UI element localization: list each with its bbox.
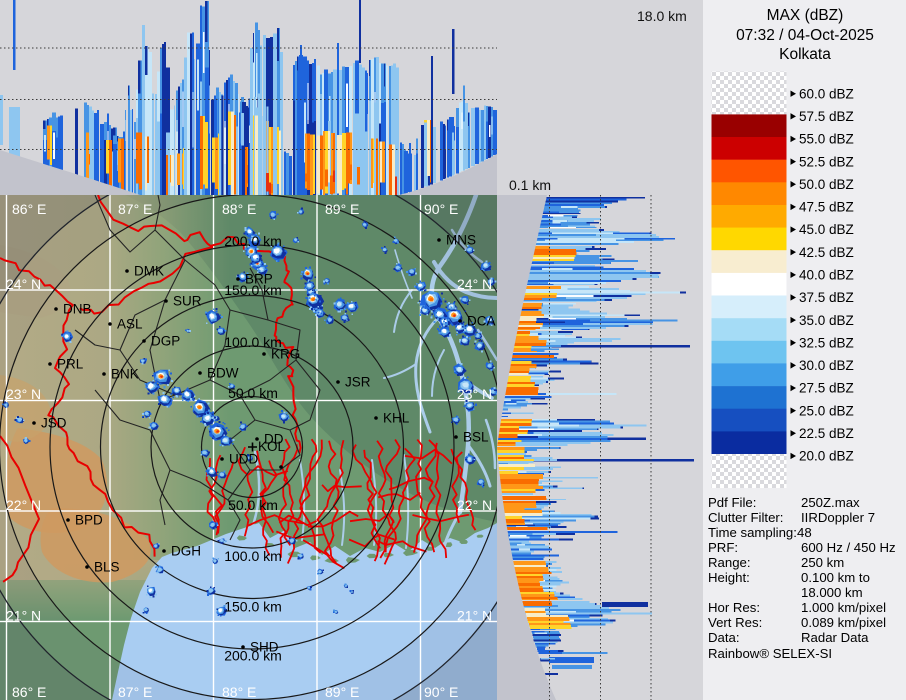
svg-text:07:32 / 04-Oct-2025: 07:32 / 04-Oct-2025 — [736, 27, 874, 44]
svg-text:100.0 km: 100.0 km — [224, 334, 282, 350]
svg-text:Hor Res:: Hor Res: — [708, 600, 760, 615]
svg-text:24° N: 24° N — [457, 276, 492, 292]
svg-text:90° E: 90° E — [424, 201, 458, 217]
svg-text:86° E: 86° E — [12, 201, 46, 217]
svg-text:DCA: DCA — [467, 314, 496, 329]
svg-text:22.5 dBZ: 22.5 dBZ — [799, 426, 854, 441]
svg-text:DNB: DNB — [63, 302, 92, 317]
svg-text:48: 48 — [797, 525, 812, 540]
svg-text:Time sampling:: Time sampling: — [708, 525, 797, 540]
svg-text:21° N: 21° N — [6, 608, 41, 624]
svg-text:87° E: 87° E — [118, 684, 152, 700]
svg-text:PRL: PRL — [57, 357, 84, 372]
svg-text:22° N: 22° N — [457, 497, 492, 513]
svg-text:20.0 dBZ: 20.0 dBZ — [799, 449, 854, 464]
svg-text:BSL: BSL — [463, 430, 489, 445]
svg-text:JSR: JSR — [345, 375, 371, 390]
svg-text:89° E: 89° E — [325, 684, 359, 700]
svg-text:30.0 dBZ: 30.0 dBZ — [799, 358, 854, 373]
svg-text:BLS: BLS — [94, 560, 120, 575]
svg-text:DGH: DGH — [171, 544, 201, 559]
svg-text:600 Hz / 450 Hz: 600 Hz / 450 Hz — [801, 540, 896, 555]
svg-text:JSD: JSD — [41, 416, 67, 431]
svg-text:150.0 km: 150.0 km — [224, 599, 282, 615]
svg-text:27.5 dBZ: 27.5 dBZ — [799, 381, 854, 396]
svg-text:UDD: UDD — [229, 452, 258, 467]
svg-text:Data:: Data: — [708, 630, 740, 645]
svg-text:45.0 dBZ: 45.0 dBZ — [799, 222, 854, 237]
svg-text:MAX (dBZ): MAX (dBZ) — [767, 7, 844, 24]
svg-text:KHL: KHL — [383, 411, 410, 426]
svg-text:50.0 dBZ: 50.0 dBZ — [799, 177, 854, 192]
svg-text:0.100 km to: 0.100 km to — [801, 570, 870, 585]
svg-text:IIRDoppler 7: IIRDoppler 7 — [801, 510, 875, 525]
svg-text:23° N: 23° N — [6, 386, 41, 402]
svg-text:89° E: 89° E — [325, 201, 359, 217]
svg-text:ASL: ASL — [117, 317, 143, 332]
svg-text:57.5 dBZ: 57.5 dBZ — [799, 109, 854, 124]
svg-text:88° E: 88° E — [222, 684, 256, 700]
svg-text:21° N: 21° N — [457, 608, 492, 624]
svg-text:BPD: BPD — [75, 513, 103, 528]
svg-text:88° E: 88° E — [222, 201, 256, 217]
svg-text:200.0 km: 200.0 km — [224, 648, 282, 664]
svg-text:Clutter Filter:: Clutter Filter: — [708, 510, 783, 525]
svg-text:60.0 dBZ: 60.0 dBZ — [799, 86, 854, 101]
svg-text:BNK: BNK — [111, 367, 139, 382]
svg-text:MNS: MNS — [446, 233, 476, 248]
svg-text:Height:: Height: — [708, 570, 750, 585]
svg-text:90° E: 90° E — [424, 684, 458, 700]
svg-text:150.0 km: 150.0 km — [224, 282, 282, 298]
svg-text:Pdf File:: Pdf File: — [708, 495, 756, 510]
svg-text:KOL: KOL — [258, 439, 286, 454]
svg-text:55.0 dBZ: 55.0 dBZ — [799, 132, 854, 147]
svg-text:DMK: DMK — [134, 264, 164, 279]
svg-text:50.0 km: 50.0 km — [228, 385, 278, 401]
svg-text:50.0 km: 50.0 km — [228, 497, 278, 513]
svg-text:DD: DD — [264, 432, 284, 447]
svg-text:52.5 dBZ: 52.5 dBZ — [799, 154, 854, 169]
svg-text:25.0 dBZ: 25.0 dBZ — [799, 403, 854, 418]
svg-text:24° N: 24° N — [6, 276, 41, 292]
svg-text:PRF:: PRF: — [708, 540, 738, 555]
svg-text:100.0 km: 100.0 km — [224, 548, 282, 564]
svg-text:SUR: SUR — [173, 294, 202, 309]
svg-text:18.000 km: 18.000 km — [801, 585, 863, 600]
svg-text:Rainbow® SELEX-SI: Rainbow® SELEX-SI — [708, 646, 832, 661]
svg-text:18.0 km: 18.0 km — [637, 8, 687, 24]
svg-text:Kolkata: Kolkata — [779, 46, 831, 63]
svg-text:35.0 dBZ: 35.0 dBZ — [799, 313, 854, 328]
svg-text:40.0 dBZ: 40.0 dBZ — [799, 268, 854, 283]
svg-text:22° N: 22° N — [6, 497, 41, 513]
svg-text:SHD: SHD — [250, 640, 279, 655]
svg-text:23° N: 23° N — [457, 386, 492, 402]
svg-text:47.5 dBZ: 47.5 dBZ — [799, 200, 854, 215]
svg-text:200.0 km: 200.0 km — [224, 233, 282, 249]
svg-text:87° E: 87° E — [118, 201, 152, 217]
svg-text:KRG: KRG — [271, 347, 300, 362]
svg-text:BDW: BDW — [207, 366, 239, 381]
svg-text:42.5 dBZ: 42.5 dBZ — [799, 245, 854, 260]
svg-text:86° E: 86° E — [12, 684, 46, 700]
svg-text:BRP: BRP — [245, 272, 273, 287]
svg-text:0.1 km: 0.1 km — [509, 177, 551, 193]
svg-text:1.000 km/pixel: 1.000 km/pixel — [801, 600, 886, 615]
svg-text:Vert Res:: Vert Res: — [708, 615, 762, 630]
svg-text:250Z.max: 250Z.max — [801, 495, 860, 510]
svg-text:32.5 dBZ: 32.5 dBZ — [799, 335, 854, 350]
svg-text:37.5 dBZ: 37.5 dBZ — [799, 290, 854, 305]
svg-text:0.089 km/pixel: 0.089 km/pixel — [801, 615, 886, 630]
svg-text:DGP: DGP — [151, 334, 180, 349]
svg-text:Radar Data: Radar Data — [801, 630, 869, 645]
svg-text:Range:: Range: — [708, 555, 751, 570]
svg-text:250 km: 250 km — [801, 555, 844, 570]
